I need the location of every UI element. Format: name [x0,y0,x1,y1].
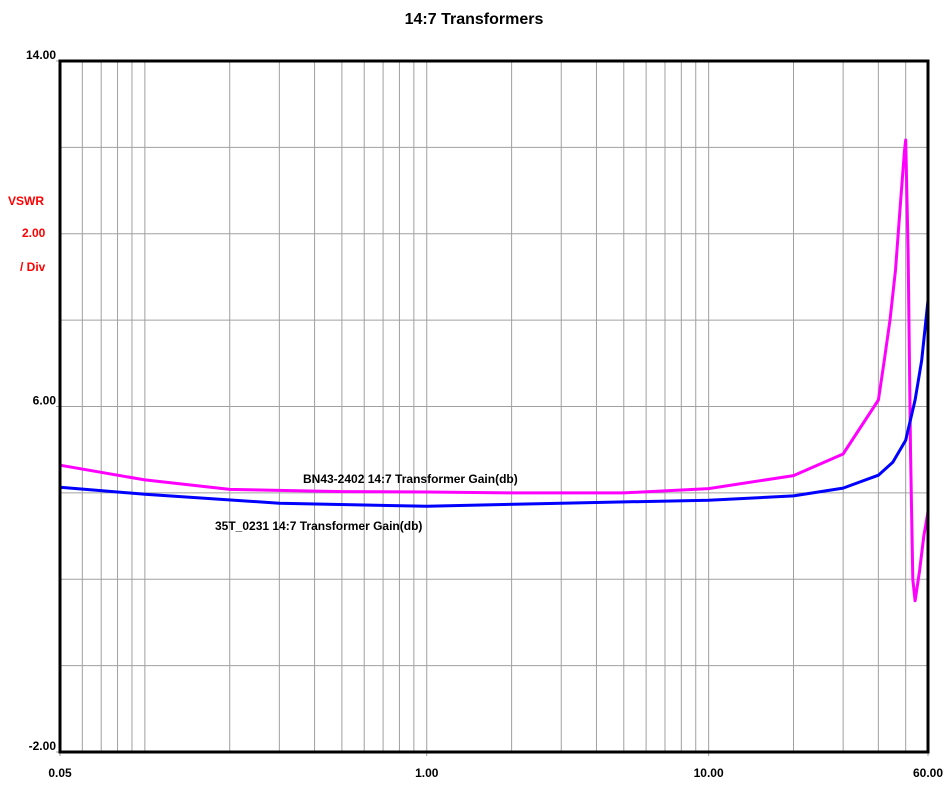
y-tick-label: -2.00 [29,739,57,753]
series-label: 35T_0231 14:7 Transformer Gain(db) [215,519,422,533]
series-line [59,300,930,508]
plot-frame [58,59,930,754]
y-axis-label: 2.00 [22,226,46,240]
chart-title: 14:7 Transformers [405,11,544,28]
x-tick-label: 10.00 [694,766,724,780]
series-line [59,138,930,603]
series-label: BN43-2402 14:7 Transformer Gain(db) [303,472,518,486]
y-axis-label: VSWR [8,194,44,208]
y-axis-label: / Div [20,260,46,274]
x-tick-label: 60.00 [913,766,943,780]
y-tick-label: 14.00 [26,48,56,62]
x-tick-label: 0.05 [48,766,72,780]
y-tick-label: 6.00 [33,394,57,408]
x-tick-label: 1.00 [415,766,439,780]
